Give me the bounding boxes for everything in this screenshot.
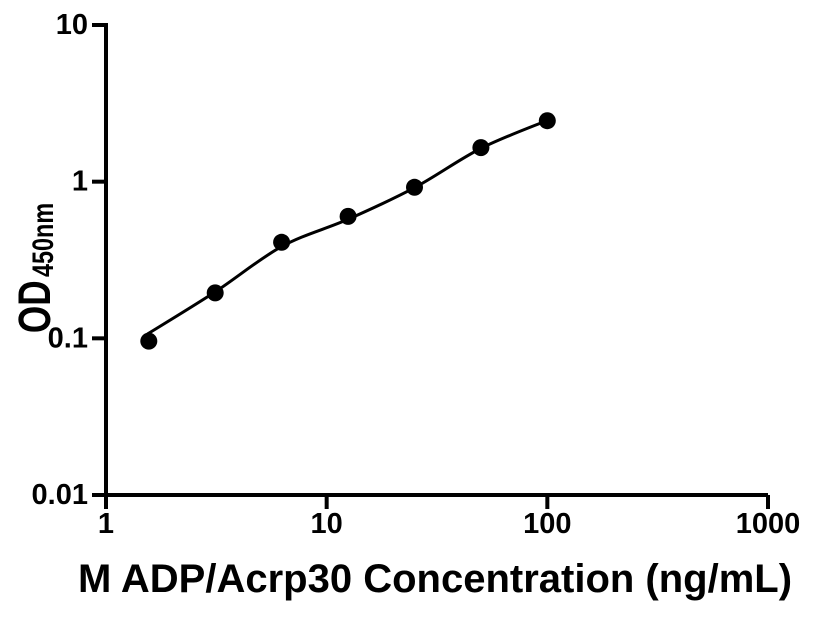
x-tick-label: 1 [98,508,114,540]
data-point [339,207,357,225]
y-tick-label: 0.1 [48,322,88,354]
y-axis-title: OD 450nm [9,203,60,333]
x-tick-label: 10 [311,508,343,540]
axes: 10 1 0.1 0.01 1 10 100 1000 [32,9,801,540]
data-point [406,178,423,196]
y-tick-label: 1 [72,166,88,198]
x-tick-label: 1000 [736,508,801,540]
x-tick-label: 100 [523,508,571,540]
x-axis-title: M ADP/Acrp30 Concentration (ng/mL) [78,557,792,601]
plot-area [140,112,556,350]
y-axis-title-subscript: 450nm [26,203,59,277]
data-point [206,284,224,302]
data-point [538,112,556,130]
data-point [472,139,490,157]
y-tick-label: 10 [56,9,88,41]
data-point [273,233,291,251]
y-tick-label: 0.01 [32,479,88,511]
data-point [140,332,158,350]
y-axis-title-main: OD [9,280,60,333]
